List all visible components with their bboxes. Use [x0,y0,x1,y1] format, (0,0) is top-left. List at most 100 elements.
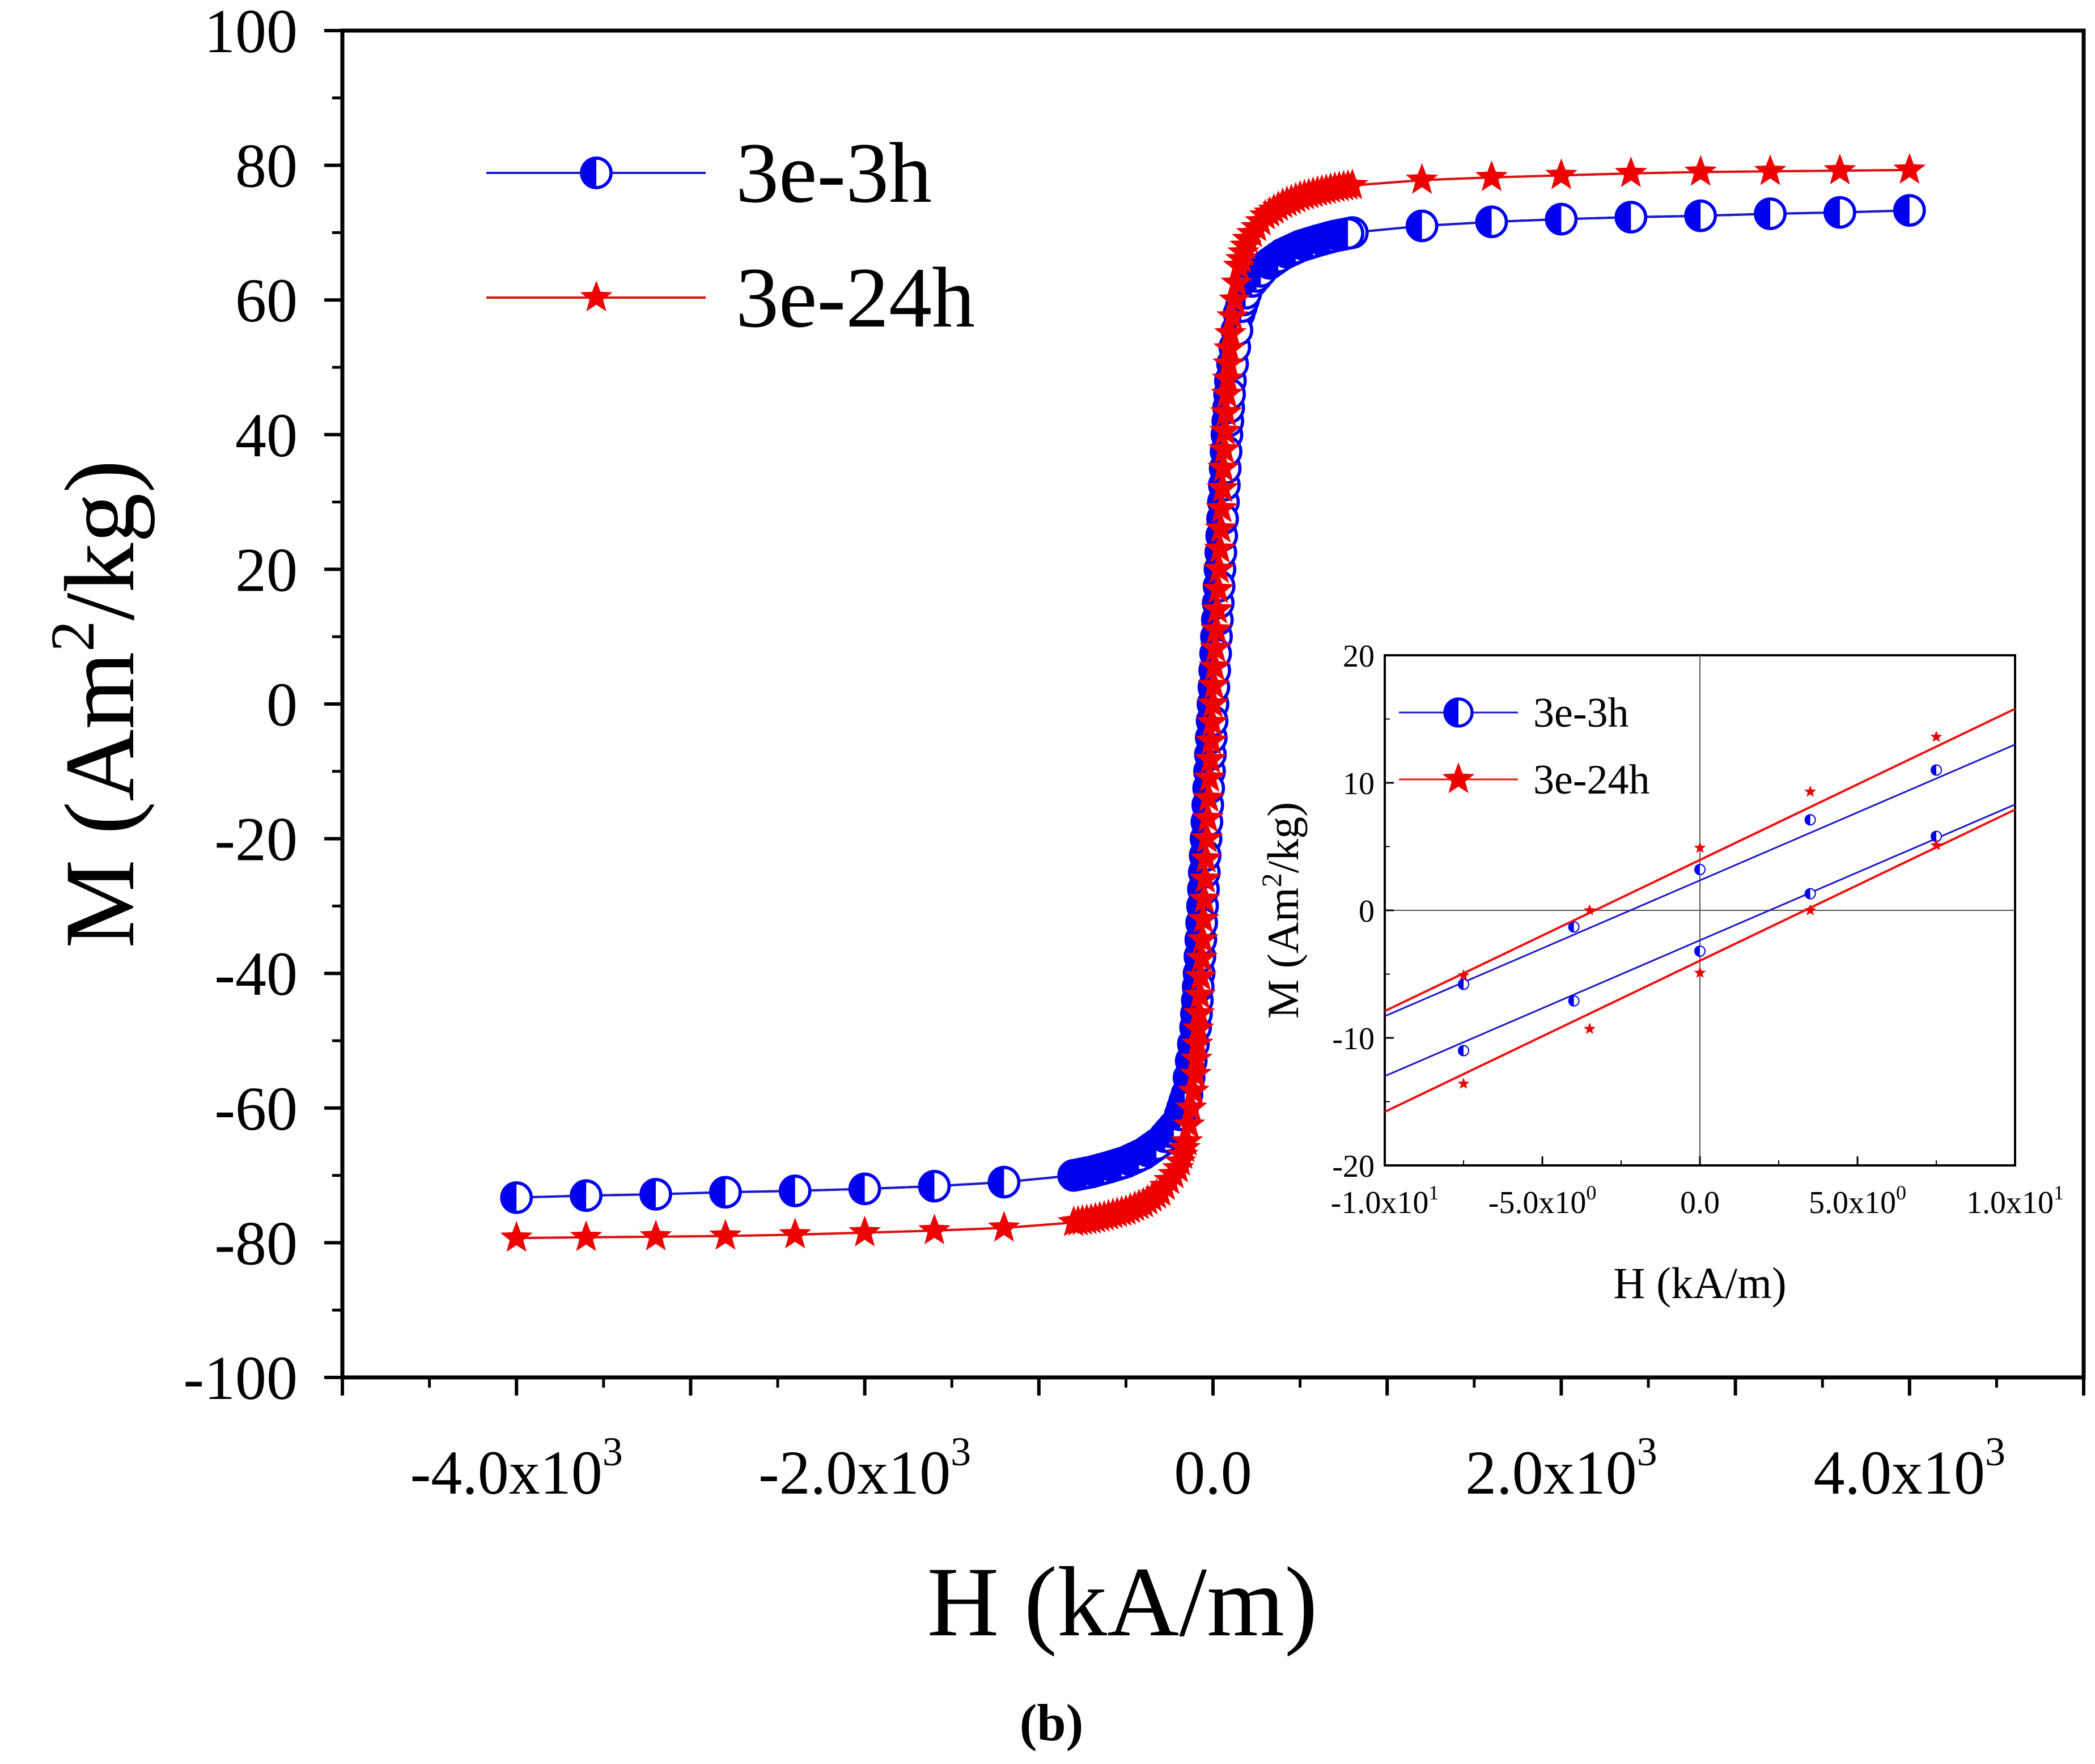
main-point-3e-3h [1823,196,1856,229]
main-legend-symbol-3e-24h [580,281,613,312]
main-point-3e-24h [1175,1091,1208,1122]
main-point-3e-24h [1893,152,1926,184]
main-point-3e-24h [1244,205,1277,236]
main-point-3e-24h [1214,316,1247,347]
inset-y-tick-label: 20 [1343,639,1375,674]
main-point-3e-24h [1191,802,1224,833]
main-point-3e-24h [1122,1188,1155,1219]
main-y-tick-label: -80 [214,1208,298,1278]
inset-x-tick-label: 0.0 [1680,1185,1720,1220]
main-point-3e-24h [779,1218,812,1249]
inset-legend-marker-3e-24h [1442,762,1475,794]
main-point-3e-24h [1406,163,1439,194]
main-legend-label-3e-3h: 3e-3h [736,125,932,220]
main-point-3e-24h [1205,512,1237,543]
main-point-3e-24h [1195,724,1228,755]
inset-point-3e-3h [1804,888,1816,900]
inset-point-3e-24h [1583,1023,1596,1034]
main-y-tick-label: 20 [235,535,298,604]
main-point-3e-24h [1192,781,1225,812]
inset-legend-symbol-3e-3h [1443,697,1474,728]
main-point-3e-24h [1209,414,1241,446]
main-point-3e-3h [1684,199,1717,232]
main-legend-marker-3e-3h [580,156,613,189]
main-point-3e-24h [1199,631,1232,663]
main-point-3e-3h [1614,201,1648,234]
main-point-3e-24h [1211,377,1244,408]
inset-chart: -1.0x101 -5.0x100 0.0 5.0x100 1.0x101 20 10 0 -… [1256,639,2064,1308]
inset-point-3e-24h [1930,731,1943,742]
main-point-3e-24h [1203,552,1236,583]
main-x-tick-label: -2.0x103 [758,1429,971,1507]
main-point-3e-24h [1193,761,1226,792]
inset-point-3e-3h [1804,814,1816,826]
main-point-3e-24h [1185,941,1218,972]
main-point-3e-24h [1179,1057,1212,1088]
main-y-tick-label: 80 [235,132,298,201]
main-point-3e-24h [1177,1074,1210,1105]
inset-y-axis-title: M (Am2/kg) [1256,802,1308,1019]
main-point-3e-24h [1197,687,1229,718]
main-point-3e-24h [1173,1108,1206,1139]
main-y-tick-label: -60 [214,1074,298,1143]
main-point-3e-24h [1545,158,1577,189]
inset-point-3e-24h [1457,1078,1470,1089]
main-legend: 3e-3h 3e-24h [486,125,975,345]
main-point-3e-24h [1184,978,1216,1010]
inset-point-3e-24h [1930,839,1943,851]
main-point-3e-3h [500,1181,533,1214]
inset-point-3e-24h [1694,966,1706,978]
inset-y-tick-labels: 20 10 0 -10 -20 [1332,639,1375,1184]
main-point-3e-3h [1545,202,1578,236]
inset-x-tick-label: -5.0x100 [1488,1181,1597,1220]
main-ticks [324,29,2085,1396]
inset-point-3e-3h [1931,764,1942,776]
main-legend-label-3e-24h: 3e-24h [736,250,975,345]
main-point-3e-24h [1754,154,1787,185]
main-point-3e-24h [1210,396,1242,427]
main-point-3e-24h [570,1220,603,1252]
main-point-3e-3h [570,1179,603,1212]
main-legend-entry-3e-24h[interactable]: 3e-24h [486,250,975,345]
main-point-3e-24h [1684,155,1717,186]
inset-x-tick-labels: -1.0x101 -5.0x100 0.0 5.0x100 1.0x101 [1331,1181,2064,1220]
inset-point-3e-24h [1804,785,1817,797]
inset-legend-entry-3e-3h[interactable]: 3e-3h [1399,690,1629,736]
main-legend-entry-3e-3h[interactable]: 3e-3h [486,125,932,220]
main-point-3e-24h [1279,181,1312,213]
inset-point-3e-24h [1694,841,1706,853]
main-point-3e-24h [1186,922,1219,954]
main-y-tick-label: -20 [214,805,298,874]
main-point-3e-24h [918,1214,951,1245]
main-point-3e-24h [1203,532,1236,563]
inset-point-3e-3h [1931,830,1942,842]
inset-y-tick-label: -10 [1332,1021,1375,1057]
main-y-tick-label: 100 [204,0,298,66]
inset-x-axis-title: H (kA/m) [1613,1258,1786,1308]
main-x-axis-title: H (kA/m) [927,1547,1317,1657]
main-point-3e-24h [1200,613,1233,644]
inset-x-tick-label: -1.0x101 [1331,1181,1439,1220]
inset-legend-label-3e-24h: 3e-24h [1533,757,1650,803]
inset-legend-entry-3e-24h[interactable]: 3e-24h [1399,757,1650,803]
main-x-tick-label: 4.0x103 [1814,1429,2006,1507]
inset-point-3e-3h [1568,921,1580,933]
inset-zero-lines [1385,655,2015,1165]
main-point-3e-24h [849,1215,881,1246]
inset-point-3e-3h [1694,864,1706,875]
main-y-tick-label: 60 [235,266,298,335]
main-point-3e-24h [1190,821,1223,853]
main-point-3e-3h [778,1174,812,1207]
main-point-3e-3h [987,1165,1021,1199]
inset-y-tick-label: 0 [1359,894,1375,929]
main-y-tick-labels: 100 80 60 40 20 0 -20 -40 -60 -80 -100 [183,0,298,1413]
inset-point-3e-24h [1804,904,1817,915]
main-point-3e-24h [1105,1195,1138,1226]
inset-line-3e-3h [1384,744,2016,1017]
inset-series [1384,707,2016,1113]
main-x-tick-label: -4.0x103 [410,1429,623,1507]
main-point-3e-3h [1331,217,1364,250]
main-point-3e-24h [1614,156,1647,188]
main-series [500,152,1926,1252]
